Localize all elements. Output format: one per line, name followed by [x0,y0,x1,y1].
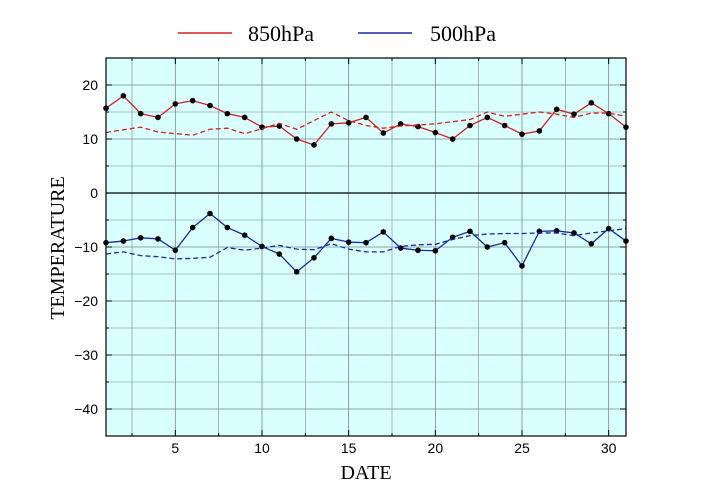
x-tick-label: 25 [514,440,530,456]
data-point [397,121,404,127]
data-point [259,124,265,130]
y-axis-title: TEMPERATURE [47,176,69,319]
data-point [241,232,248,238]
data-point [380,229,387,235]
data-point [224,110,231,117]
data-point [363,239,369,246]
data-point [137,235,144,241]
data-point [432,247,439,254]
data-point [155,114,161,121]
series-line-1-dashed [105,111,627,136]
x-axis-title: DATE [340,462,391,484]
data-point [519,263,525,269]
data-point [345,239,352,245]
y-tick-label: −10 [74,239,98,255]
data-point [345,120,352,126]
data-point [553,106,560,113]
data-point [328,235,335,242]
x-tick-label: 5 [171,440,179,456]
data-point [432,129,439,136]
data-point [536,128,543,134]
data-point [571,111,577,117]
data-point [224,224,231,231]
data-point [363,114,369,121]
data-point [207,102,213,109]
data-point [588,100,595,106]
data-point [120,238,127,244]
data-point [501,239,508,246]
data-point [467,228,473,235]
data-point [276,123,283,129]
y-tick-label: −20 [74,293,98,309]
data-point [519,131,525,137]
data-point [553,228,560,234]
y-tick-label: 20 [82,77,98,93]
y-tick-label: 10 [82,131,98,147]
y-tick-label: −30 [74,347,98,363]
data-point [484,244,491,250]
x-tick-label: 30 [601,440,617,456]
data-point [172,247,179,254]
data-point [137,110,144,117]
data-point [189,97,196,104]
data-point [293,269,300,275]
legend-label: 500hPa [430,21,496,46]
data-point [605,110,612,117]
data-point [380,130,387,136]
y-tick-label: −40 [74,401,98,417]
data-point [449,136,456,142]
data-point [207,210,213,217]
data-point [501,122,508,129]
data-point [120,93,127,99]
data-point [293,136,300,142]
data-point [155,236,161,242]
data-point [467,122,473,129]
data-point [172,101,179,107]
data-point [571,230,577,236]
x-tick-label: 15 [341,440,357,456]
data-point [397,245,404,251]
legend-label: 850hPa [248,21,314,46]
data-point [328,121,335,127]
data-point [311,254,317,261]
data-point [189,224,196,231]
series-line-3-dashed [105,227,627,260]
data-point [415,247,421,254]
x-tick-label: 10 [254,440,270,456]
data-point [484,114,491,121]
data-point [588,240,595,247]
data-point [276,251,283,257]
data-point [241,114,248,121]
x-tick-label: 20 [428,440,444,456]
data-point [311,142,317,148]
y-tick-label: 0 [90,185,98,201]
